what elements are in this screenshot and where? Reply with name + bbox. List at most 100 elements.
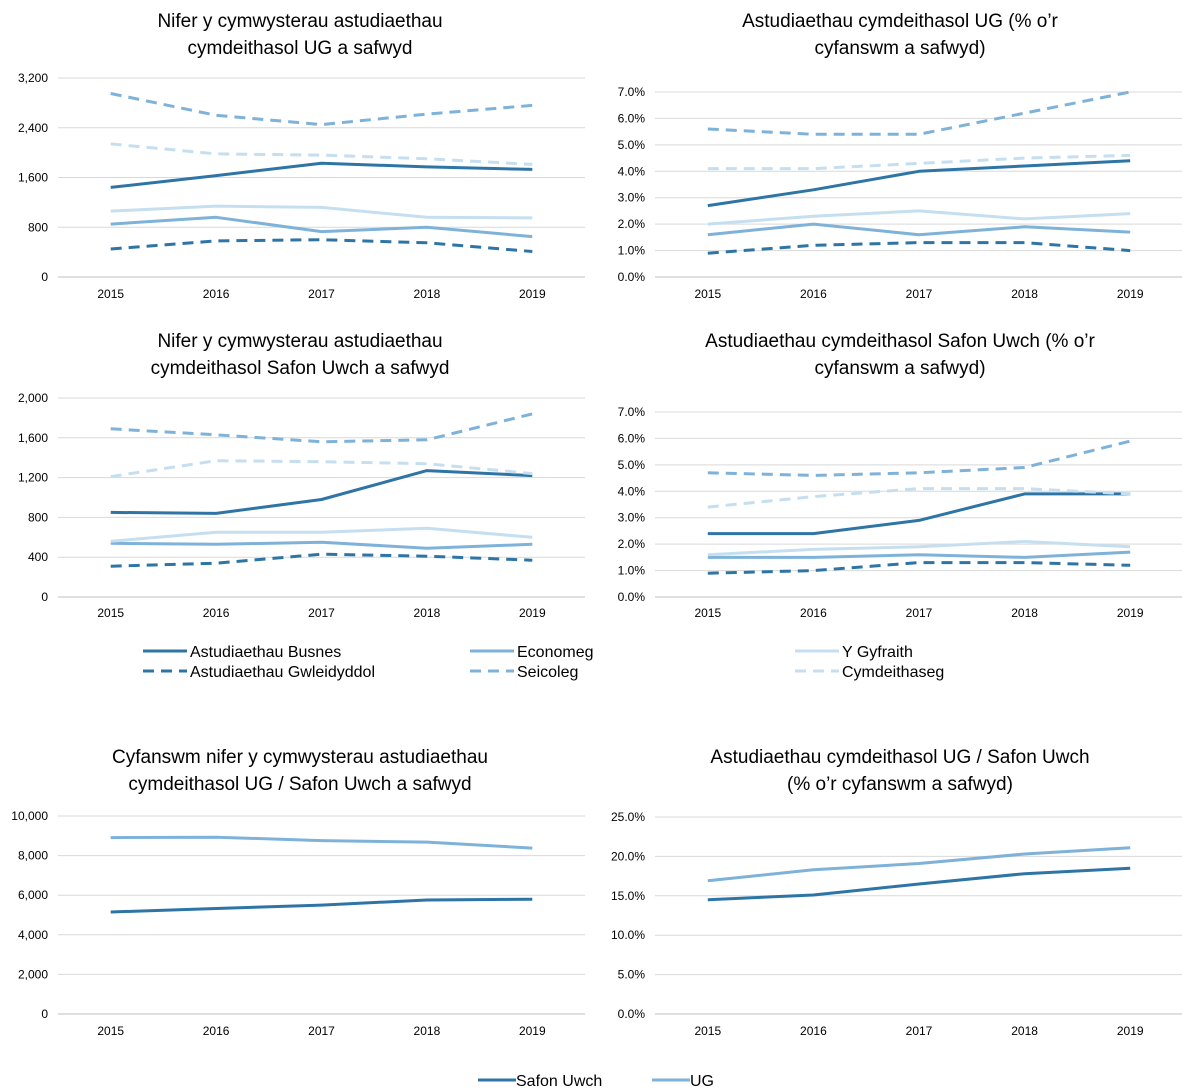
series-line-economeg <box>110 215 533 239</box>
chart-title-line: Nifer y cymwysterau astudiaethau <box>157 11 442 32</box>
x-tick-label: 2016 <box>203 1024 230 1038</box>
series-line-gyfraith <box>110 526 533 543</box>
y-tick-label: 3.0% <box>618 511 646 525</box>
x-tick-label: 2018 <box>1011 287 1038 301</box>
chart-title-line: Nifer y cymwysterau astudiaethau <box>157 331 442 352</box>
legend-item-busnes: Astudiaethau Busnes <box>143 644 341 661</box>
x-tick-label: 2019 <box>1117 1024 1144 1038</box>
series-line-cymdeithaseg <box>707 487 1131 509</box>
x-tick-label: 2016 <box>203 287 230 301</box>
y-tick-label: 4,000 <box>18 928 48 942</box>
y-tick-label: 5.0% <box>618 138 646 152</box>
legend-item-gwleidyddol: Astudiaethau Gwleidyddol <box>143 664 375 681</box>
y-tick-label: 4.0% <box>618 164 646 178</box>
series-line-busnes <box>110 469 533 515</box>
chart-1: Nifer y cymwysterau astudiaethau cymdeith… <box>18 11 585 301</box>
y-tick-label: 1.0% <box>618 244 646 258</box>
x-tick-label: 2015 <box>97 1024 124 1038</box>
y-tick-label: 0.0% <box>618 590 646 604</box>
chart-5: Cyfanswm nifer y cymwysterau astudiaetha… <box>11 747 585 1038</box>
y-tick-label: 8,000 <box>18 849 48 863</box>
y-tick-label: 0 <box>41 1007 48 1021</box>
x-tick-label: 2018 <box>414 1024 441 1038</box>
y-tick-label: 7.0% <box>618 85 646 99</box>
y-tick-label: 1,600 <box>18 171 48 185</box>
chart-title-line: Astudiaethau cymdeithasol Safon Uwch (% … <box>705 331 1095 352</box>
legend-label: Economeg <box>517 644 594 661</box>
legend-label: Safon Uwch <box>516 1073 602 1090</box>
x-tick-label: 2015 <box>694 1024 721 1038</box>
y-tick-label: 1.0% <box>618 564 646 578</box>
legend-item-ug: UG <box>652 1073 714 1090</box>
x-tick-label: 2017 <box>308 1024 335 1038</box>
y-tick-label: 800 <box>28 510 48 524</box>
chart-title-line: Astudiaethau cymdeithasol UG (% o’r <box>742 11 1058 32</box>
series-line-ug <box>707 846 1131 883</box>
x-tick-label: 2015 <box>694 606 721 620</box>
series-line-gwleidyddol <box>707 561 1131 575</box>
x-tick-label: 2016 <box>203 606 230 620</box>
chart-title-line: Cyfanswm nifer y cymwysterau astudiaetha… <box>112 747 488 768</box>
x-tick-label: 2019 <box>519 1024 546 1038</box>
series-line-ug <box>110 835 533 850</box>
x-tick-label: 2017 <box>906 606 933 620</box>
legend-label: Astudiaethau Gwleidyddol <box>190 664 375 681</box>
x-tick-label: 2017 <box>906 287 933 301</box>
y-tick-label: 25.0% <box>611 810 645 824</box>
legend-label: Astudiaethau Busnes <box>190 644 341 661</box>
legend-totals: Safon Uwch UG <box>478 1073 714 1090</box>
chart-title-line: cymdeithasol Safon Uwch a safwyd <box>151 358 450 379</box>
x-tick-label: 2019 <box>1117 287 1144 301</box>
chart-3: Nifer y cymwysterau astudiaethau cymdeith… <box>18 331 585 620</box>
series-line-busnes <box>110 161 533 189</box>
x-tick-label: 2019 <box>1117 606 1144 620</box>
y-tick-label: 10,000 <box>11 809 48 823</box>
series-line-economeg <box>707 550 1131 559</box>
y-tick-label: 0 <box>41 270 48 284</box>
series-line-gyfraith <box>707 540 1131 557</box>
x-tick-label: 2017 <box>308 606 335 620</box>
chart-title-line: cymdeithasol UG / Safon Uwch a safwyd <box>128 774 471 795</box>
legend-subjects: Astudiaethau Busnes Economeg Y Gyfraith Ast… <box>143 644 944 681</box>
series-line-seicoleg <box>110 412 533 444</box>
legend-label: Y Gyfraith <box>842 644 913 661</box>
x-tick-label: 2019 <box>519 287 546 301</box>
legend-item-gyfraith: Y Gyfraith <box>795 644 913 661</box>
legend-item-cymdeithaseg: Cymdeithaseg <box>795 664 944 681</box>
x-tick-label: 2015 <box>97 287 124 301</box>
x-tick-label: 2018 <box>1011 1024 1038 1038</box>
y-tick-label: 20.0% <box>611 849 645 863</box>
chart-2: Astudiaethau cymdeithasol UG (% o’r cyfan… <box>618 11 1182 301</box>
x-tick-label: 2016 <box>800 606 827 620</box>
series-line-gwleidyddol <box>110 238 533 253</box>
series-line-cymdeithaseg <box>110 459 533 479</box>
legend-label: Cymdeithaseg <box>842 664 944 681</box>
y-tick-label: 2.0% <box>618 217 646 231</box>
x-tick-label: 2016 <box>800 1024 827 1038</box>
x-tick-label: 2019 <box>519 606 546 620</box>
chart-4: Astudiaethau cymdeithasol Safon Uwch (% … <box>618 331 1182 620</box>
x-tick-label: 2017 <box>906 1024 933 1038</box>
series-line-gyfraith <box>707 209 1131 226</box>
y-tick-label: 6.0% <box>618 431 646 445</box>
y-tick-label: 2,000 <box>18 967 48 981</box>
series-line-seicoleg <box>707 90 1131 136</box>
y-tick-label: 15.0% <box>611 889 645 903</box>
legend-label: Seicoleg <box>517 664 578 681</box>
y-tick-label: 3.0% <box>618 191 646 205</box>
series-line-busnes <box>707 159 1131 208</box>
y-tick-label: 2,000 <box>18 391 48 405</box>
x-tick-label: 2015 <box>97 606 124 620</box>
series-line-seicoleg <box>707 439 1131 477</box>
y-tick-label: 2,400 <box>18 121 48 135</box>
y-tick-label: 6,000 <box>18 888 48 902</box>
y-tick-label: 3,200 <box>18 71 48 85</box>
y-tick-label: 2.0% <box>618 537 646 551</box>
y-tick-label: 5.0% <box>618 458 646 472</box>
series-line-gyfraith <box>110 204 533 220</box>
legend-item-seicoleg: Seicoleg <box>470 664 578 681</box>
chart-title-line: cyfanswm a safwyd) <box>814 38 985 59</box>
series-line-gwleidyddol <box>110 552 533 568</box>
legend-label: UG <box>690 1073 714 1090</box>
chart-title-line: (% o’r cyfanswm a safwyd) <box>787 774 1013 795</box>
